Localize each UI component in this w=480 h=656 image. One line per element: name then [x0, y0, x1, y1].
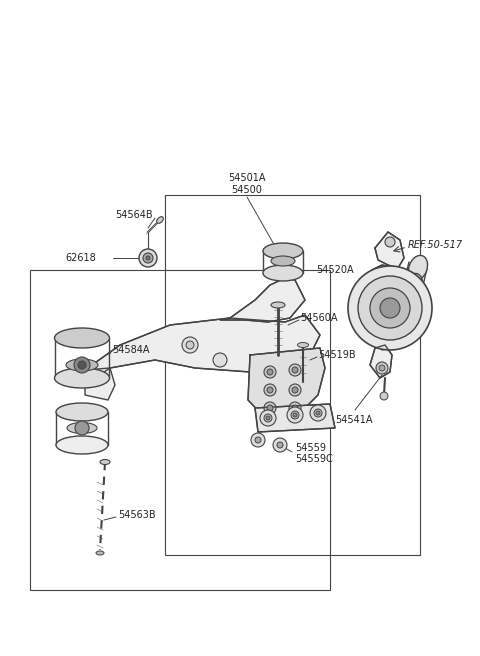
Ellipse shape	[263, 265, 303, 281]
Circle shape	[74, 357, 90, 373]
Circle shape	[213, 353, 227, 367]
Ellipse shape	[263, 243, 303, 259]
Circle shape	[291, 411, 299, 419]
Circle shape	[385, 237, 395, 247]
Circle shape	[380, 392, 388, 400]
Circle shape	[370, 288, 410, 328]
Text: 54559C: 54559C	[295, 454, 333, 464]
Ellipse shape	[67, 422, 97, 434]
Circle shape	[310, 405, 326, 421]
Circle shape	[292, 405, 298, 411]
Text: 54564B: 54564B	[115, 210, 153, 220]
Ellipse shape	[56, 403, 108, 421]
Circle shape	[78, 361, 86, 369]
Polygon shape	[85, 315, 320, 385]
Polygon shape	[368, 265, 410, 350]
Polygon shape	[220, 278, 305, 322]
Circle shape	[289, 402, 301, 414]
Circle shape	[75, 421, 89, 435]
Circle shape	[264, 366, 276, 378]
Circle shape	[292, 387, 298, 393]
Circle shape	[287, 407, 303, 423]
Text: 62618: 62618	[65, 253, 96, 263]
Circle shape	[376, 362, 388, 374]
Circle shape	[292, 367, 298, 373]
Circle shape	[251, 433, 265, 447]
Circle shape	[316, 411, 320, 415]
Text: 54560A: 54560A	[300, 313, 337, 323]
Circle shape	[380, 298, 400, 318]
Text: 54519B: 54519B	[318, 350, 356, 360]
Ellipse shape	[66, 359, 98, 371]
Circle shape	[273, 438, 287, 452]
Circle shape	[277, 442, 283, 448]
Circle shape	[143, 253, 153, 263]
Circle shape	[267, 405, 273, 411]
Text: 54520A: 54520A	[316, 265, 354, 275]
Circle shape	[266, 416, 270, 420]
Circle shape	[293, 413, 297, 417]
Ellipse shape	[404, 274, 422, 298]
Circle shape	[264, 414, 272, 422]
Circle shape	[348, 266, 432, 350]
Ellipse shape	[55, 328, 109, 348]
Text: REF.50-517: REF.50-517	[408, 240, 463, 250]
Polygon shape	[370, 345, 392, 378]
Ellipse shape	[271, 256, 295, 266]
Circle shape	[358, 276, 422, 340]
Circle shape	[146, 256, 150, 260]
Ellipse shape	[96, 551, 104, 555]
Circle shape	[314, 409, 322, 417]
Ellipse shape	[100, 459, 110, 464]
Text: 54584A: 54584A	[112, 345, 149, 355]
Circle shape	[182, 337, 198, 353]
Bar	[165, 195, 420, 555]
Circle shape	[264, 384, 276, 396]
Circle shape	[289, 384, 301, 396]
Text: 54500: 54500	[231, 185, 263, 195]
Polygon shape	[85, 368, 115, 400]
Circle shape	[379, 365, 385, 371]
Ellipse shape	[408, 255, 428, 281]
Bar	[30, 270, 330, 590]
Circle shape	[255, 437, 261, 443]
Circle shape	[267, 369, 273, 375]
Text: 54501A: 54501A	[228, 173, 266, 183]
Circle shape	[260, 410, 276, 426]
Text: 54563B: 54563B	[118, 510, 156, 520]
Circle shape	[267, 387, 273, 393]
Ellipse shape	[55, 368, 109, 388]
Text: 54559: 54559	[295, 443, 326, 453]
Ellipse shape	[298, 342, 309, 348]
Circle shape	[264, 402, 276, 414]
Polygon shape	[248, 348, 325, 418]
Ellipse shape	[156, 216, 163, 223]
Polygon shape	[375, 232, 404, 268]
Circle shape	[139, 249, 157, 267]
Polygon shape	[255, 404, 335, 432]
Text: 54541A: 54541A	[335, 415, 372, 425]
Ellipse shape	[271, 302, 285, 308]
Circle shape	[186, 341, 194, 349]
Circle shape	[289, 364, 301, 376]
Ellipse shape	[56, 436, 108, 454]
